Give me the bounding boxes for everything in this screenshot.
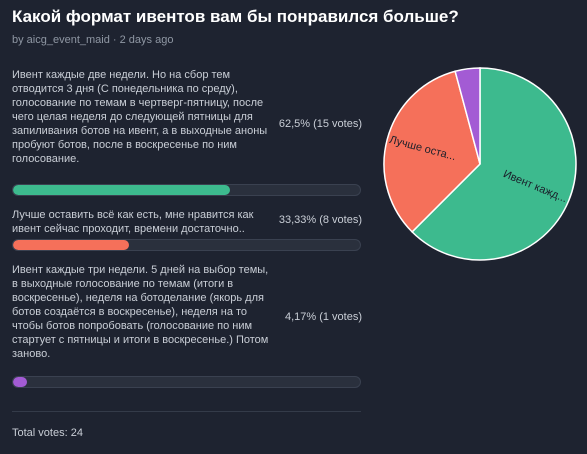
pie-slice-1 xyxy=(411,67,577,261)
total-votes: Total votes: 24 xyxy=(12,427,83,439)
pie-slice-3 xyxy=(454,67,481,165)
poll-title: Какой формат ивентов вам бы понравился б… xyxy=(12,7,459,26)
option-3-bar xyxy=(12,376,361,388)
option-2-bar xyxy=(12,239,361,251)
option-1-result: 62,5% (15 votes) xyxy=(278,118,362,130)
option-1-bar xyxy=(12,184,361,196)
option-2-text: Лучше оставить всё как есть, мне нравитс… xyxy=(12,209,254,235)
option-1-text: Ивент каждые две недели. Но на сбор тем … xyxy=(12,69,268,165)
option-3-text: Ивент каждые три недели. 5 дней на выбор… xyxy=(12,264,269,360)
option-2-result: 33,33% (8 votes) xyxy=(278,214,362,226)
poll-meta: by aicg_event_maid · 2 days ago xyxy=(12,34,174,46)
option-2-bar-fill xyxy=(13,240,129,250)
option-1-bar-fill xyxy=(13,185,230,195)
results-pie-chart: Ивент кажд...Лучше оста... xyxy=(383,67,577,261)
option-3-bar-fill xyxy=(13,377,28,387)
divider xyxy=(12,411,361,412)
pie-slice-2 xyxy=(383,70,481,233)
option-3-result: 4,17% (1 votes) xyxy=(284,311,362,323)
